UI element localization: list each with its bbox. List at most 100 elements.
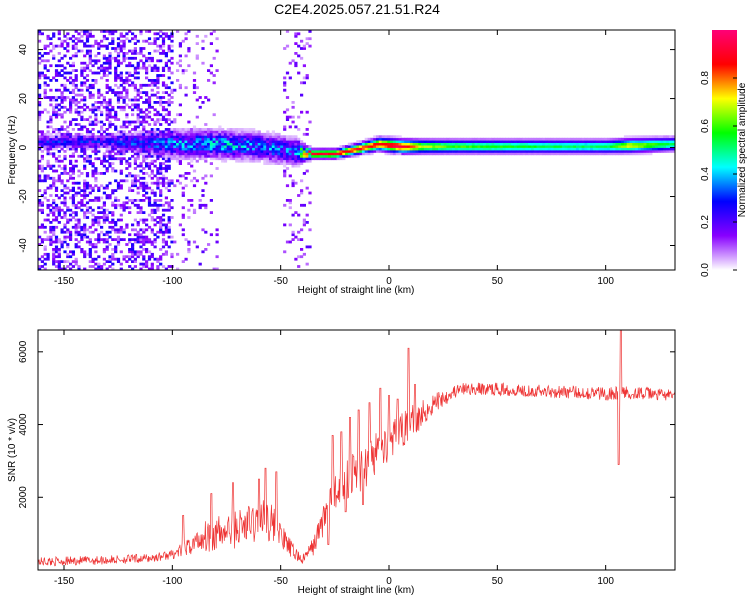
spectrogram-cell [328, 152, 332, 156]
spectrogram-cell [43, 91, 47, 94]
spectrogram-cell [147, 147, 152, 151]
spectrogram-cell [629, 145, 633, 148]
spectrogram-cell [139, 240, 143, 244]
spectrogram-cell [66, 145, 70, 148]
spectrogram-cell [508, 152, 512, 156]
spectrogram-cell [288, 150, 292, 153]
spectrogram-cell [57, 211, 61, 214]
spectrogram-cell [288, 206, 292, 210]
spectrogram-cell [71, 81, 75, 85]
spectrogram-cell [212, 137, 216, 141]
spectrogram-cell [505, 142, 509, 146]
spectrogram-cell [311, 150, 315, 153]
spectrogram-cell [122, 120, 126, 124]
spectrogram-cell [305, 186, 309, 190]
spectrogram-cell [100, 225, 104, 229]
spectrogram-cell [97, 88, 101, 92]
spectrogram-cell [297, 140, 301, 143]
spectrogram-cell [285, 71, 290, 75]
spectrogram-cell [116, 105, 121, 109]
spectrogram-cell [173, 147, 177, 151]
spectrogram-cell [505, 140, 509, 143]
spectrogram-cell [618, 140, 622, 143]
spectrogram-cell [254, 159, 259, 163]
spectrogram-cell [156, 66, 160, 70]
spectrogram-cell [111, 203, 115, 207]
spectrogram-cell [105, 238, 109, 241]
spectrogram-cell [69, 105, 73, 109]
spectrogram-cell [102, 69, 106, 72]
spectrogram-cell [69, 123, 73, 126]
spectrogram-cell [71, 118, 75, 121]
spectrogram-cell [364, 140, 368, 143]
spectrogram-cell [184, 154, 188, 158]
spectrogram-cell [77, 206, 81, 210]
spectrogram-cell [615, 140, 619, 143]
spectrogram-cell [190, 159, 194, 163]
spectrogram-cell [671, 140, 675, 143]
spectrogram-cell [398, 145, 402, 148]
spectrogram-cell [83, 83, 87, 87]
spectrogram-cell [167, 154, 171, 158]
spectrogram-cell [514, 137, 518, 141]
spectrogram-cell [567, 142, 571, 146]
spectrogram-cell [660, 135, 664, 139]
spectrogram-cell [271, 157, 275, 161]
spectrogram-cell [49, 186, 53, 190]
spectrogram-cell [38, 74, 42, 77]
spectrogram-cell [305, 152, 309, 156]
spectrogram-cell [40, 142, 44, 146]
spectrogram-cell [190, 179, 194, 183]
spectrogram-cell [311, 152, 315, 156]
spectrogram-cell [145, 93, 149, 97]
spectrogram-cell [269, 140, 273, 143]
spectrogram-cell [240, 157, 244, 161]
spectrogram-cell [108, 61, 112, 65]
spectrogram-cell [300, 150, 304, 153]
spectrogram-cell [38, 118, 42, 121]
spectrogram-cell [97, 71, 101, 75]
spectrogram-cell [666, 150, 670, 153]
spectrogram-cell [578, 147, 582, 151]
spectrogram-cell [63, 199, 67, 202]
spectrogram-cell [195, 150, 199, 153]
spectrogram-cell [97, 145, 101, 148]
spectrogram-cell [94, 257, 98, 261]
spectrogram-cell [57, 248, 61, 251]
spectrogram-cell [195, 159, 199, 163]
spectrogram-cell [263, 142, 267, 146]
spectrogram-cell [277, 145, 281, 148]
spectrogram-cell [49, 140, 53, 143]
spectrogram-cell [40, 203, 44, 207]
spectrogram-cell [285, 137, 290, 141]
spectrogram-cell [640, 137, 644, 141]
spectrogram-cell [373, 150, 377, 153]
spectrogram-cell [100, 110, 104, 114]
spectrogram-cell [57, 130, 61, 134]
spectrogram-cell [111, 56, 115, 60]
spectrogram-cell [187, 150, 191, 153]
spectrogram-cell [49, 164, 53, 168]
spectrogram-cell [192, 150, 197, 153]
spectrogram-cell [652, 142, 656, 146]
spectrogram-cell [153, 42, 157, 45]
spectrogram-cell [88, 130, 92, 134]
spectrogram-cell [119, 162, 123, 165]
spectrogram-cell [274, 154, 278, 158]
spectrogram-cell [266, 132, 270, 136]
spectrogram-cell [209, 162, 213, 165]
spectrogram-cell [297, 238, 301, 241]
spectrogram-cell [111, 30, 115, 33]
spectrogram-cell [330, 154, 335, 158]
spectrogram-cell [133, 152, 137, 156]
spectrogram-cell [488, 147, 492, 151]
spectrogram-cell [252, 137, 256, 141]
spectrogram-cell [607, 142, 611, 146]
spectrogram-cell [125, 120, 129, 124]
spectrogram-cell [288, 61, 292, 65]
spectrogram-cell [43, 137, 47, 141]
spectrogram-cell [294, 32, 298, 36]
spectrogram-cell [97, 211, 101, 214]
spectrogram-cell [435, 152, 439, 156]
spectrogram-cell [100, 142, 104, 146]
